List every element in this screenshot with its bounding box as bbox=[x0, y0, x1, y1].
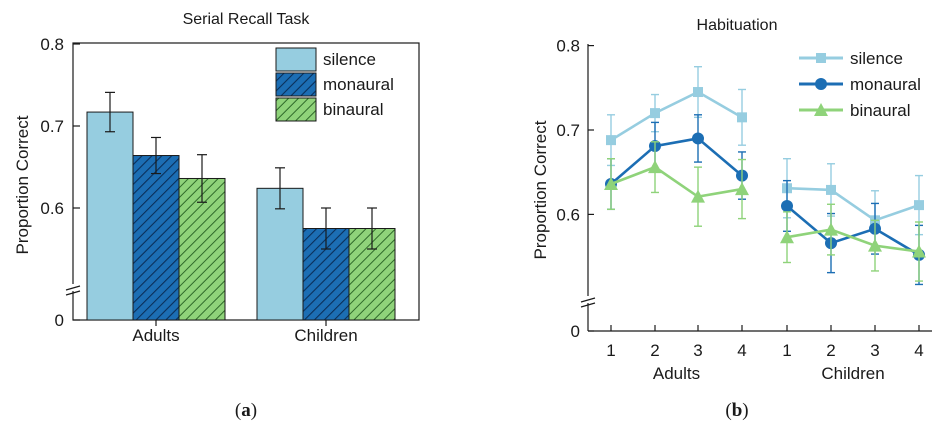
panel-a-legend: silence monaural binaural bbox=[275, 47, 394, 122]
error-bar-monaural-children bbox=[321, 207, 331, 250]
line-binaural-adults bbox=[610, 165, 743, 199]
panel-a-xtick-label-adults: Adults bbox=[132, 326, 179, 345]
legend-label-monaural: monaural bbox=[323, 75, 394, 94]
point-silence bbox=[606, 135, 616, 146]
panel-b-ytick-label: 0.8 bbox=[556, 37, 580, 56]
error-bar-silence-adults bbox=[105, 91, 115, 133]
panel-a-title: Serial Recall Task bbox=[183, 11, 311, 28]
panel-b-group-label-adults: Adults bbox=[653, 364, 700, 383]
error-bar-silence-children bbox=[275, 167, 285, 210]
point-silence bbox=[737, 112, 747, 123]
panel-b-xtick-label: 4 bbox=[737, 341, 746, 360]
panel-a-bar-chart: Serial Recall Task Proportion Correct 0 0… bbox=[13, 11, 420, 421]
bar-silence-children bbox=[256, 187, 304, 321]
panel-b-ytick-label: 0.7 bbox=[556, 121, 580, 140]
panel-a-xtick-label-children: Children bbox=[294, 326, 357, 345]
panel-b-line-chart: Habituation Proportion Correct 0 0.6 0.7 0.… bbox=[531, 17, 932, 421]
legend-label-silence-b: silence bbox=[850, 49, 903, 68]
panel-a-frame bbox=[72, 42, 420, 321]
legend-marker-silence bbox=[816, 53, 826, 63]
point-binaural bbox=[824, 222, 838, 236]
point-silence bbox=[693, 87, 703, 98]
line-silence-children bbox=[786, 186, 920, 222]
point-silence bbox=[826, 184, 836, 195]
point-binaural bbox=[735, 182, 749, 196]
panel-b-ylabel: Proportion Correct bbox=[531, 120, 550, 259]
panel-a-ytick-label: 0.8 bbox=[40, 35, 64, 54]
legend-swatch-monaural bbox=[275, 72, 317, 97]
error-bar-binaural-adults bbox=[197, 154, 207, 203]
panel-b-title: Habituation bbox=[697, 17, 778, 34]
panel-b-ytick-label: 0 bbox=[571, 322, 580, 341]
error-bar-binaural-children bbox=[367, 207, 377, 250]
point-binaural bbox=[648, 160, 662, 174]
point-binaural bbox=[780, 230, 794, 244]
legend-label-monaural-b: monaural bbox=[850, 75, 921, 94]
point-silence bbox=[650, 108, 660, 119]
panel-a-caption: (a) bbox=[235, 400, 257, 421]
panel-a-ylabel: Proportion Correct bbox=[13, 115, 32, 254]
panel-b-xtick-label: 3 bbox=[870, 341, 879, 360]
legend-label-binaural: binaural bbox=[323, 100, 384, 119]
point-binaural bbox=[868, 238, 882, 252]
bar-monaural-adults bbox=[132, 155, 180, 321]
panel-a-axis-break bbox=[65, 284, 81, 296]
line-binaural-children bbox=[786, 228, 920, 253]
panel-b-ytick-label: 0.6 bbox=[556, 205, 580, 224]
legend-swatch-binaural bbox=[275, 97, 317, 122]
line-silence-adults bbox=[610, 90, 743, 142]
line-monaural-children bbox=[786, 204, 920, 257]
panel-b-axis-break bbox=[580, 296, 596, 308]
point-binaural bbox=[912, 244, 926, 258]
panel-b-xtick-label: 1 bbox=[782, 341, 791, 360]
panel-a-ytick-label: 0.6 bbox=[40, 199, 64, 218]
line-monaural-adults bbox=[610, 137, 743, 186]
panel-b-xtick-label: 4 bbox=[914, 341, 923, 360]
panel-b-xtick-label: 3 bbox=[693, 341, 702, 360]
point-monaural bbox=[692, 132, 704, 145]
panel-b-legend: silence monaural binaural bbox=[799, 49, 921, 120]
panel-b-xtick-label: 2 bbox=[826, 341, 835, 360]
legend-marker-binaural bbox=[814, 103, 828, 116]
legend-swatch-silence bbox=[275, 47, 317, 72]
panel-b-xtick-label: 2 bbox=[650, 341, 659, 360]
panel-a-ytick-label: 0 bbox=[55, 311, 64, 330]
error-bar-monaural-adults bbox=[151, 136, 161, 175]
point-binaural bbox=[691, 189, 705, 203]
point-silence bbox=[914, 200, 924, 211]
panel-b-group-label-children: Children bbox=[821, 364, 884, 383]
panel-b-caption: (b) bbox=[725, 400, 748, 421]
bar-silence-adults bbox=[86, 111, 134, 321]
legend-label-binaural-b: binaural bbox=[850, 101, 911, 120]
panel-b-xtick-label: 1 bbox=[606, 341, 615, 360]
panel-a-ytick-label: 0.7 bbox=[40, 117, 64, 136]
legend-label-silence: silence bbox=[323, 50, 376, 69]
legend-marker-monaural bbox=[815, 78, 827, 90]
point-binaural bbox=[604, 177, 618, 191]
point-monaural bbox=[781, 199, 793, 212]
